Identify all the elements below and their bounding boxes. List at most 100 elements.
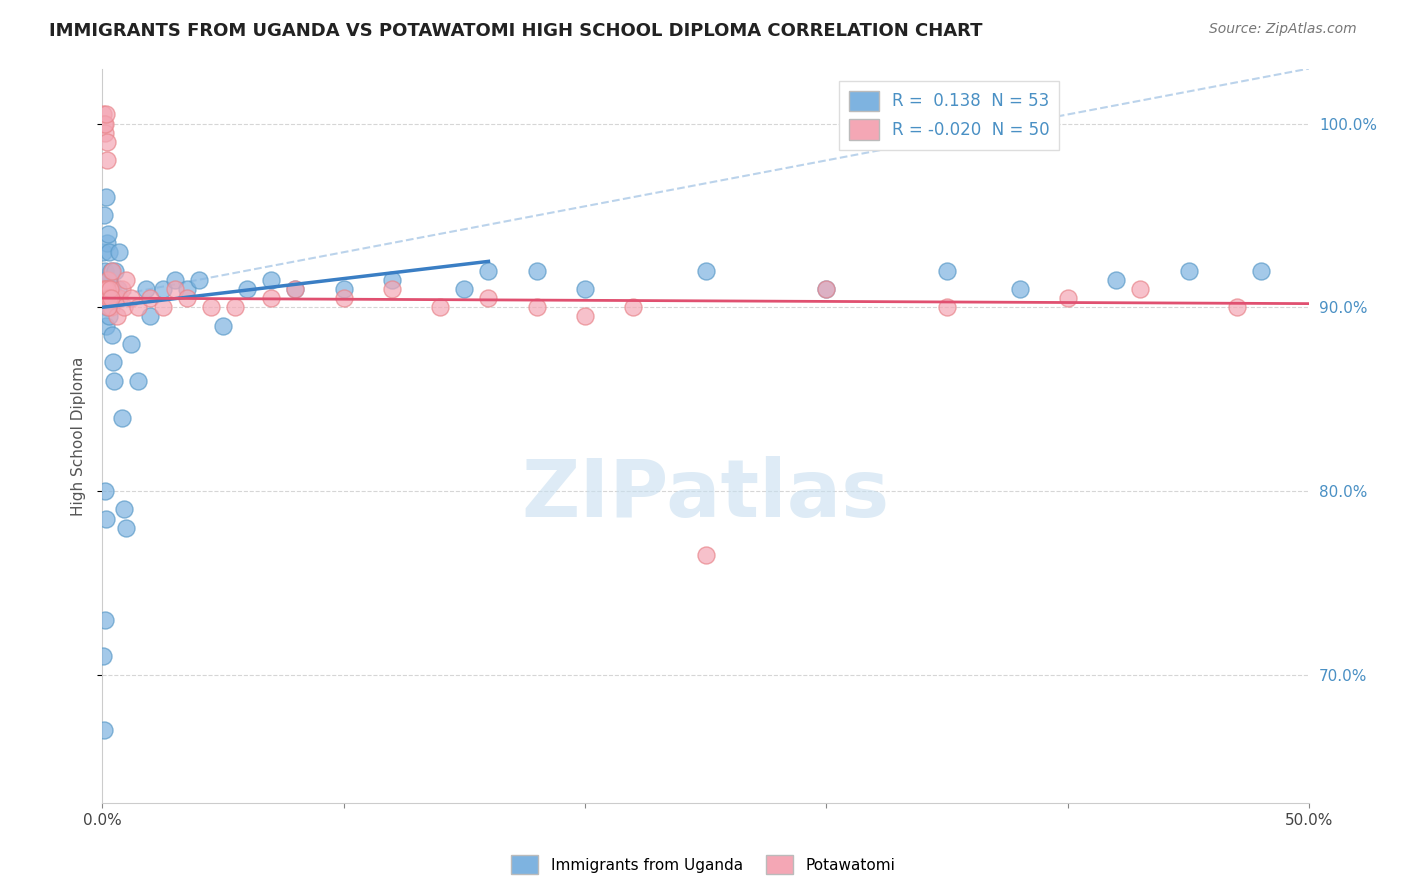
Point [112,502,135,516]
Point [94,483,117,498]
Point [574,282,596,296]
Point [105,310,128,324]
Point [93,209,115,223]
Point [100,263,122,277]
Point [526,263,548,277]
Point [1056,291,1078,305]
Point [477,291,499,305]
Point [574,310,596,324]
Point [96,153,118,168]
Point [94,282,117,296]
Point [152,301,174,315]
Point [332,282,354,296]
Point [96,282,118,296]
Point [1008,282,1031,296]
Point [152,282,174,296]
Point [163,282,186,296]
Point [98,282,121,296]
Point [815,282,838,296]
Point [936,301,959,315]
Point [695,548,717,562]
Point [105,291,128,305]
Point [1250,263,1272,277]
Point [94,107,117,121]
Point [96,235,118,250]
Point [100,291,122,305]
Point [93,613,115,627]
Point [453,282,475,296]
Point [98,245,121,260]
Y-axis label: High School Diploma: High School Diploma [72,356,86,516]
Text: ZIPatlas: ZIPatlas [522,456,890,533]
Point [93,273,115,287]
Point [94,190,117,204]
Point [93,245,115,260]
Point [284,282,307,296]
Point [108,291,131,305]
Point [93,291,115,305]
Point [1177,263,1199,277]
Point [163,273,186,287]
Point [284,282,307,296]
Point [103,374,125,388]
Point [477,263,499,277]
Point [127,301,149,315]
Point [381,273,404,287]
Point [127,374,149,388]
Point [97,291,120,305]
Point [621,301,644,315]
Point [93,723,115,737]
Point [187,273,209,287]
Point [110,410,132,425]
Point [212,318,235,333]
Point [135,282,157,296]
Point [98,282,121,296]
Point [94,318,117,333]
Point [97,291,120,305]
Legend: Immigrants from Uganda, Potawatomi: Immigrants from Uganda, Potawatomi [505,849,901,880]
Point [93,107,115,121]
Point [526,301,548,315]
Point [176,291,198,305]
Point [112,301,135,315]
Point [93,649,115,664]
Point [100,301,122,315]
Point [429,301,451,315]
Point [120,337,142,351]
Point [97,301,120,315]
Point [103,291,125,305]
Point [236,282,259,296]
Point [1226,301,1249,315]
Point [98,310,121,324]
Point [96,301,118,315]
Point [260,291,283,305]
Point [695,263,717,277]
Point [139,310,162,324]
Point [936,263,959,277]
Point [93,282,115,296]
Point [101,355,124,369]
Point [104,263,127,277]
Point [96,273,118,287]
Point [815,282,838,296]
Point [93,117,115,131]
Point [94,291,117,305]
Point [100,291,122,305]
Point [110,282,132,296]
Point [381,282,404,296]
Point [94,117,117,131]
Point [200,301,222,315]
Point [120,291,142,305]
Point [1105,273,1128,287]
Text: Source: ZipAtlas.com: Source: ZipAtlas.com [1209,22,1357,37]
Point [332,291,354,305]
Point [97,227,120,241]
Point [101,282,124,296]
Point [94,263,117,277]
Point [98,282,121,296]
Point [94,511,117,525]
Point [107,282,129,296]
Point [101,327,124,342]
Point [96,135,118,149]
Point [176,282,198,296]
